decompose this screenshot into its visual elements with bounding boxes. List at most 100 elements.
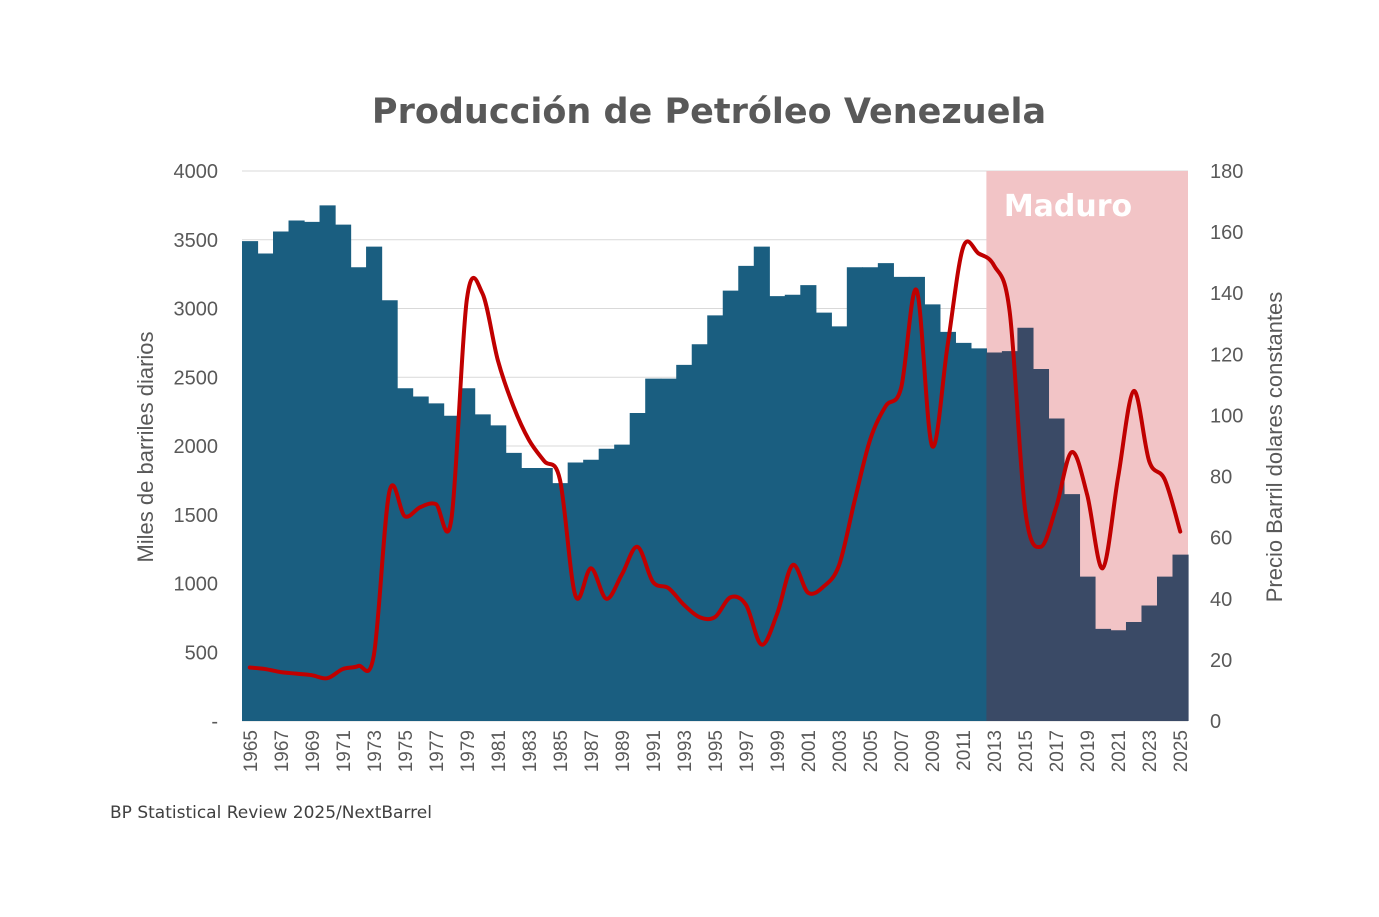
x-tick-label: 2019 xyxy=(1078,730,1099,772)
bar-1965 xyxy=(242,241,259,721)
production-bars xyxy=(242,205,1189,721)
bar-1969 xyxy=(304,221,321,721)
bar-2020 xyxy=(1094,628,1112,721)
bar-2012 xyxy=(970,348,987,721)
x-tick-label: 1985 xyxy=(551,730,572,772)
x-tick-label: 2017 xyxy=(1047,730,1068,772)
x-tick-label: 1979 xyxy=(458,730,479,772)
bar-1984 xyxy=(536,468,553,721)
bar-2023 xyxy=(1141,605,1158,721)
x-tick-label: 2025 xyxy=(1171,730,1192,772)
x-axis-ticks: 1965 1967 1969 1971 1973 1975 1977 1979 1981 1983… xyxy=(241,730,1192,772)
bar-1988 xyxy=(598,448,615,721)
bar-2013 xyxy=(986,352,1003,721)
right-tick-label: 20 xyxy=(1210,650,1232,672)
right-tick-label: 120 xyxy=(1210,344,1243,366)
right-tick-label: 140 xyxy=(1210,283,1243,305)
bar-2025 xyxy=(1172,554,1189,721)
bar-2003 xyxy=(831,326,848,721)
x-tick-label: 2005 xyxy=(861,730,882,772)
right-axis-ticks: 0 20 40 60 80 100 120 140 160 180 xyxy=(1210,161,1243,733)
bar-2009 xyxy=(924,304,941,721)
x-tick-label: 1983 xyxy=(520,730,541,772)
right-tick-label: 160 xyxy=(1210,222,1243,244)
bar-1989 xyxy=(614,444,631,721)
x-tick-label: 2015 xyxy=(1016,730,1037,772)
bar-1968 xyxy=(288,220,305,721)
bar-1981 xyxy=(490,425,507,721)
bar-2005 xyxy=(862,267,879,721)
source-note: BP Statistical Review 2025/NextBarrel xyxy=(110,803,432,823)
bar-2017 xyxy=(1048,418,1065,721)
bar-1972 xyxy=(350,267,367,721)
x-tick-label: 2001 xyxy=(799,730,820,772)
left-tick-label: 3500 xyxy=(174,230,219,252)
bar-1995 xyxy=(707,315,724,721)
price-series-path xyxy=(247,239,1183,681)
right-axis-label: Precio Barril dolares constantes xyxy=(1262,292,1287,603)
bar-1990 xyxy=(629,413,646,721)
bar-2022 xyxy=(1125,622,1143,721)
x-tick-label: 1989 xyxy=(613,730,634,772)
x-tick-label: 2011 xyxy=(954,730,975,771)
bar-1987 xyxy=(583,459,600,721)
bar-2011 xyxy=(955,342,972,721)
left-axis-label: Miles de barriles diarios xyxy=(133,331,158,562)
left-tick-label: 2000 xyxy=(174,436,219,458)
maduro-label: Maduro xyxy=(1004,189,1132,224)
bar-2000 xyxy=(784,294,801,721)
bar-1980 xyxy=(474,414,491,721)
left-tick-label: 500 xyxy=(185,642,218,664)
x-tick-label: 1971 xyxy=(334,730,355,772)
x-tick-label: 1993 xyxy=(675,730,696,772)
right-tick-label: 180 xyxy=(1210,161,1243,183)
x-tick-label: 1969 xyxy=(303,730,324,772)
bar-2018 xyxy=(1063,494,1081,721)
bar-1999 xyxy=(769,296,786,721)
right-tick-label: 0 xyxy=(1210,711,1221,733)
x-tick-label: 1967 xyxy=(272,730,293,772)
x-tick-label: 1995 xyxy=(706,730,727,772)
price-line xyxy=(247,239,1183,681)
bar-1991 xyxy=(645,378,662,721)
right-tick-label: 80 xyxy=(1210,467,1232,489)
bar-2021 xyxy=(1110,630,1127,721)
left-tick-label: 4000 xyxy=(174,161,219,183)
bar-1996 xyxy=(722,290,739,721)
x-tick-label: 2009 xyxy=(923,730,944,772)
x-tick-label: 2007 xyxy=(892,730,913,772)
x-tick-label: 2013 xyxy=(985,730,1006,772)
x-tick-label: 1981 xyxy=(489,730,510,772)
bar-1977 xyxy=(428,403,445,721)
bar-1967 xyxy=(273,231,290,721)
bar-2001 xyxy=(800,285,817,721)
left-tick-label: - xyxy=(211,711,218,733)
bar-2024 xyxy=(1156,576,1174,721)
x-tick-label: 1977 xyxy=(427,730,448,772)
bar-2019 xyxy=(1079,576,1096,721)
bar-1979 xyxy=(459,388,476,721)
bar-1982 xyxy=(505,452,522,721)
bar-2014 xyxy=(1001,351,1019,721)
bar-2002 xyxy=(815,312,832,721)
x-tick-label: 1999 xyxy=(768,730,789,772)
bar-1970 xyxy=(319,205,336,721)
right-tick-label: 40 xyxy=(1210,589,1232,611)
bar-2010 xyxy=(939,331,956,721)
bar-1998 xyxy=(753,246,770,721)
bar-1983 xyxy=(521,468,538,721)
x-tick-label: 2021 xyxy=(1109,730,1130,772)
x-tick-label: 1975 xyxy=(396,730,417,772)
bar-1975 xyxy=(397,388,414,721)
bar-2006 xyxy=(877,263,894,721)
x-tick-label: 1965 xyxy=(241,730,262,772)
bar-1974 xyxy=(381,300,398,721)
right-tick-label: 60 xyxy=(1210,528,1232,550)
x-tick-label: 1987 xyxy=(582,730,603,772)
left-axis-ticks: - 500 1000 1500 2000 2500 3000 3500 4000 xyxy=(174,161,219,733)
bar-1971 xyxy=(335,224,352,721)
bar-2008 xyxy=(908,276,925,721)
left-tick-label: 2500 xyxy=(174,367,219,389)
right-tick-label: 100 xyxy=(1210,405,1243,427)
bar-2007 xyxy=(893,276,910,721)
